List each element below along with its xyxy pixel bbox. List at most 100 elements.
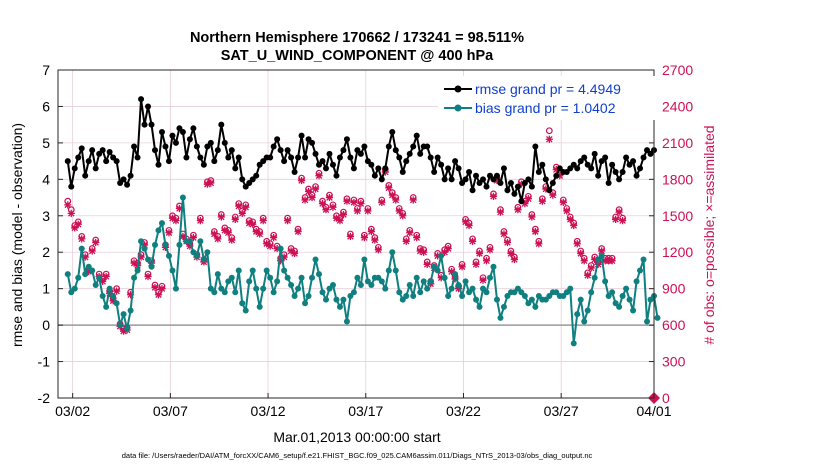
- obs-assimilated-marker: [263, 240, 271, 248]
- bias-point: [445, 292, 452, 299]
- rmse-point: [172, 139, 179, 146]
- rmse-point: [535, 169, 542, 176]
- obs-assimilated-marker: [517, 180, 525, 188]
- obs-assimilated-marker: [454, 285, 463, 293]
- obs-assimilated-marker: [287, 247, 295, 255]
- rmse-point: [605, 179, 612, 186]
- rmse-point: [106, 149, 113, 155]
- bias-point: [378, 278, 385, 285]
- rmse-point: [141, 121, 148, 128]
- obs-assimilated-marker: [556, 172, 564, 180]
- obs-assimilated-marker: [130, 259, 138, 267]
- obs-assimilated-marker: [144, 272, 152, 281]
- bias-point: [295, 285, 302, 292]
- obs-assimilated-marker: [140, 241, 149, 249]
- bias-point: [260, 285, 267, 292]
- chart-title: Northern Hemisphere 170662 / 173241 = 98…: [190, 30, 524, 46]
- obs-assimilated-marker: [266, 242, 274, 250]
- bias-point: [521, 292, 528, 299]
- obs-assimilated-marker: [409, 196, 417, 204]
- bias-point: [228, 274, 235, 281]
- obs-assimilated-marker: [496, 208, 505, 216]
- bias-point: [305, 292, 312, 299]
- y-left-tick-label: -1: [38, 354, 51, 370]
- bias-point: [288, 282, 295, 289]
- obs-assimilated-marker: [137, 253, 145, 261]
- rmse-point: [333, 172, 340, 179]
- obs-assimilated-marker: [364, 207, 372, 215]
- bias-point: [644, 318, 651, 325]
- bias-point: [448, 285, 455, 292]
- obs-assimilated-marker: [67, 209, 75, 217]
- bias-point: [176, 241, 183, 248]
- bias-point: [284, 274, 291, 281]
- rmse-point: [152, 147, 159, 154]
- rmse-point: [277, 147, 284, 154]
- bias-point: [343, 318, 350, 325]
- bias-point: [155, 227, 162, 234]
- obs-assimilated-marker: [71, 224, 79, 232]
- obs-assimilated-marker: [545, 135, 553, 143]
- obs-assimilated-marker: [531, 227, 539, 236]
- rmse-point: [493, 172, 500, 179]
- rmse-point: [165, 158, 172, 165]
- rmse-point: [403, 158, 410, 165]
- obs-assimilated-marker: [521, 200, 529, 208]
- rmse-point: [211, 158, 218, 165]
- bias-point: [452, 271, 459, 278]
- obs-assimilated-marker: [458, 263, 466, 271]
- rmse-point: [417, 150, 424, 157]
- bias-point: [462, 278, 469, 285]
- bias-point: [78, 245, 85, 252]
- bias-point: [392, 267, 399, 274]
- bias-point: [640, 256, 647, 263]
- obs-assimilated-marker: [301, 196, 309, 204]
- bias-point: [455, 282, 462, 289]
- rmse-point: [427, 154, 434, 161]
- obs-assimilated-marker: [416, 247, 424, 255]
- bias-point: [179, 194, 186, 201]
- rmse-point: [270, 143, 277, 150]
- obs-assimilated-marker: [189, 234, 197, 242]
- obs-assimilated-marker: [245, 219, 253, 227]
- rmse-point: [322, 165, 329, 172]
- rmse-point: [207, 139, 214, 146]
- obs-assimilated-marker: [420, 248, 428, 256]
- obs-assimilated-marker: [437, 274, 445, 282]
- rmse-point: [462, 176, 469, 183]
- obs-assimilated-marker: [549, 191, 557, 199]
- bias-point: [497, 314, 504, 321]
- bias-point: [309, 274, 316, 281]
- bias-point: [242, 307, 249, 314]
- rmse-point: [549, 179, 556, 186]
- bias-point: [103, 303, 110, 310]
- rmse-point: [312, 150, 319, 157]
- bias-point: [124, 325, 131, 332]
- bias-point: [602, 278, 609, 285]
- bias-point: [281, 267, 288, 274]
- rmse-point: [343, 136, 350, 143]
- rmse-point: [375, 165, 382, 172]
- rmse-point: [553, 172, 560, 179]
- bias-point: [211, 289, 218, 296]
- bias-point: [117, 322, 124, 329]
- bias-point: [476, 303, 483, 310]
- rmse-point: [455, 165, 462, 172]
- rmse-point: [581, 154, 588, 161]
- rmse-point: [357, 150, 364, 157]
- bias-point: [654, 314, 661, 321]
- obs-assimilated-marker: [297, 176, 306, 185]
- rmse-point: [92, 165, 99, 172]
- bias-point: [588, 289, 595, 296]
- bias-point: [616, 303, 623, 310]
- bias-point: [486, 274, 493, 281]
- rmse-point: [197, 154, 204, 161]
- y-right-tick-label: 1200: [662, 244, 693, 260]
- rmse-point: [633, 172, 640, 179]
- rmse-point: [609, 161, 616, 168]
- y-right-tick-label: 600: [662, 317, 686, 333]
- bias-point: [270, 289, 277, 296]
- obs-assimilated-marker: [451, 275, 459, 283]
- obs-assimilated-marker: [315, 172, 323, 180]
